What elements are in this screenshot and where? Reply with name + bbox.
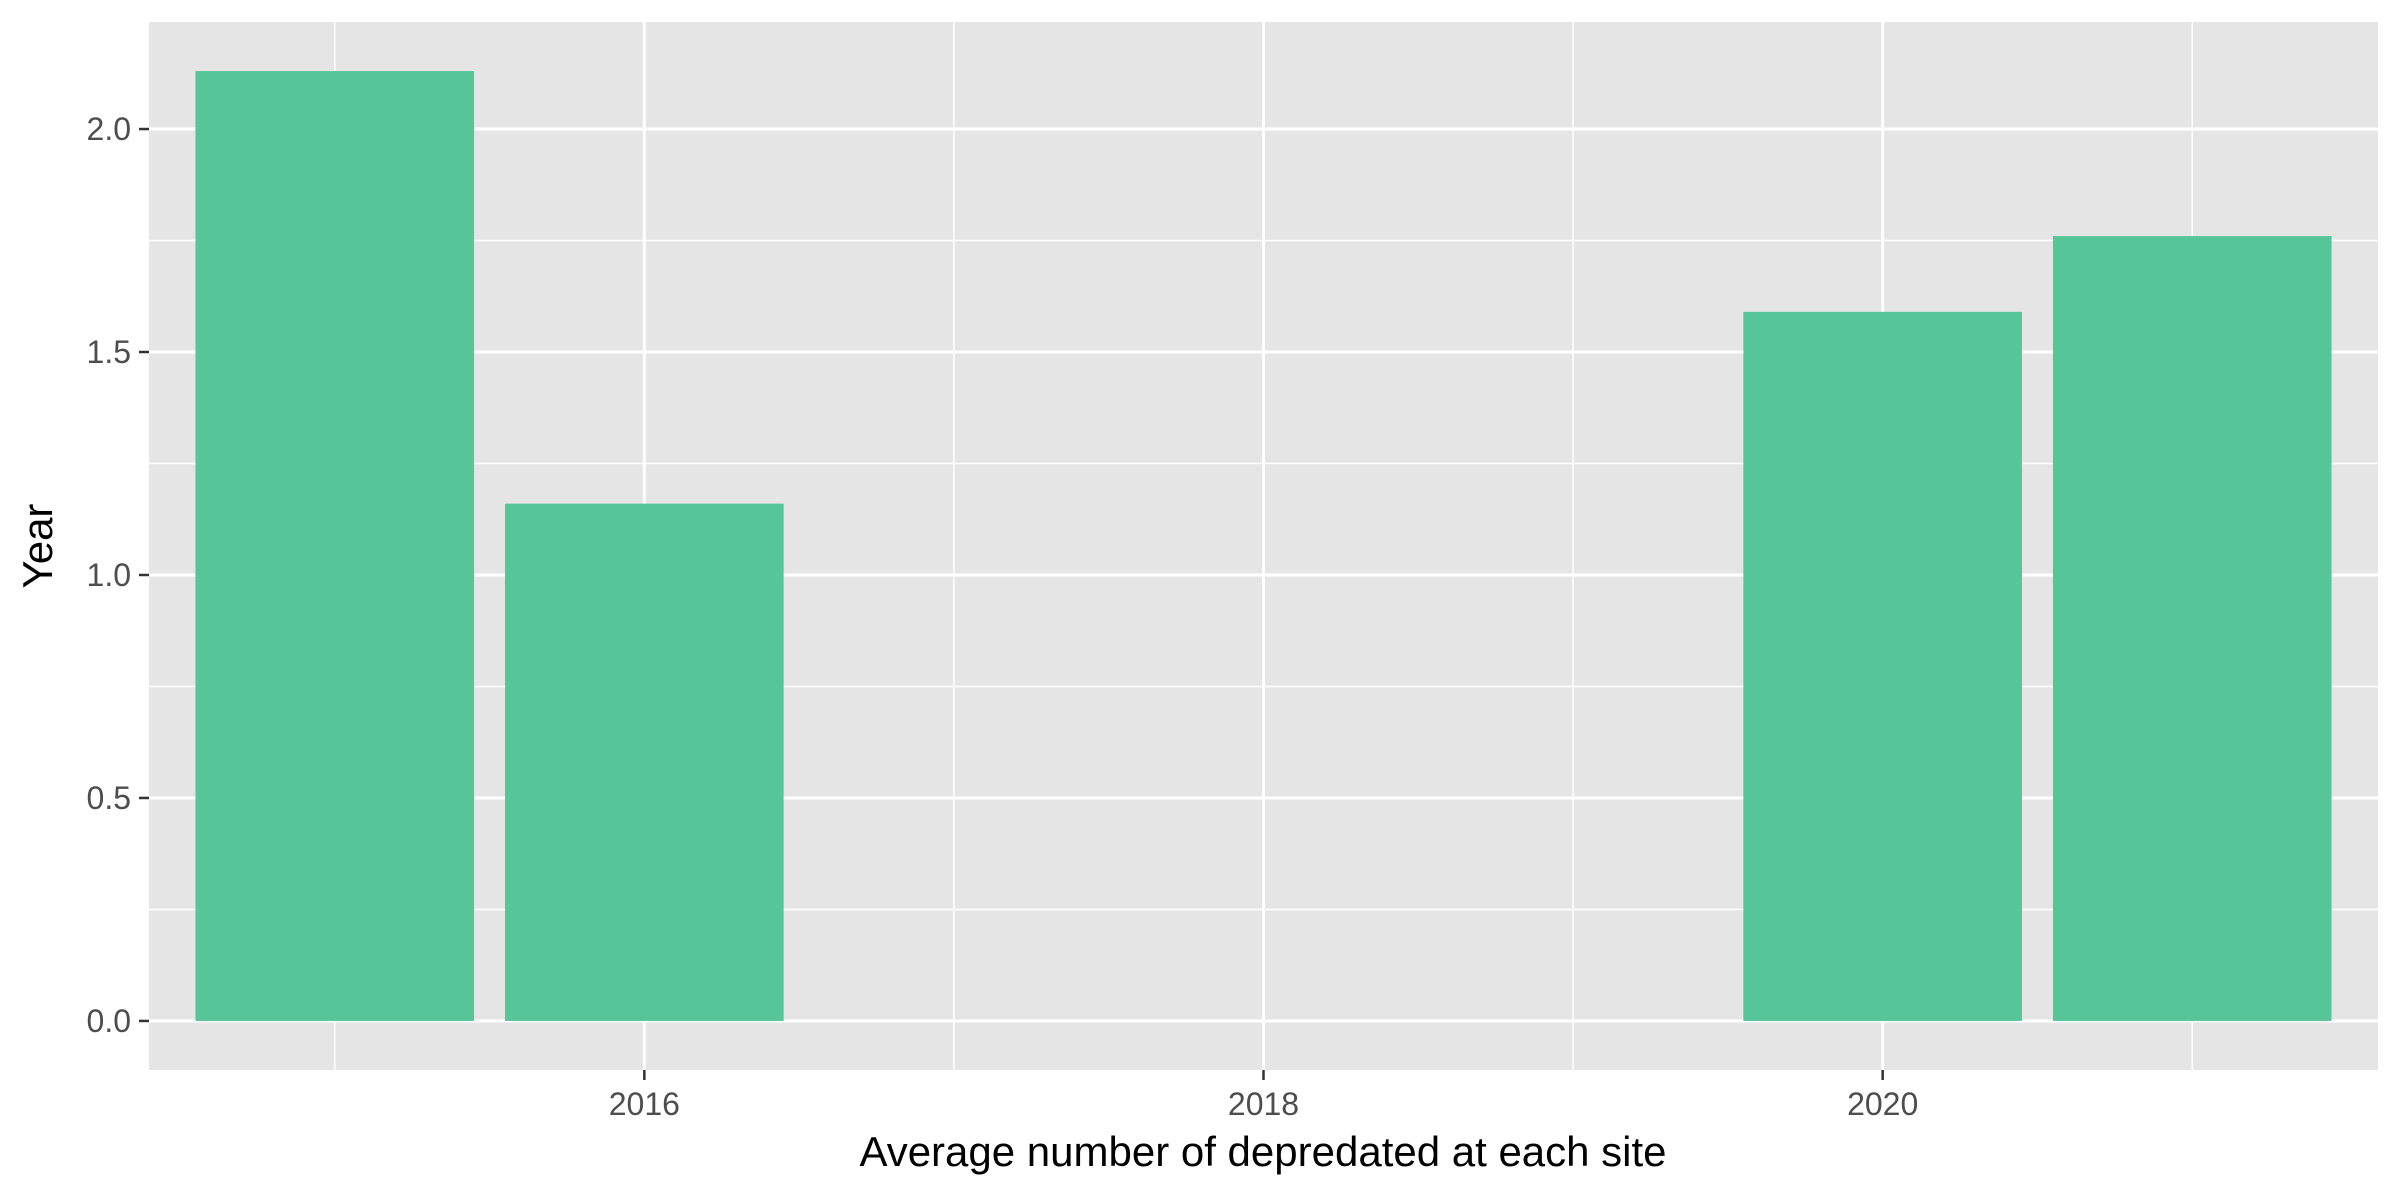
y-tick-label: 1.0: [87, 557, 131, 593]
y-tick-label: 0.5: [87, 780, 131, 816]
bars: [195, 71, 2332, 1021]
bar-2021: [2052, 236, 2332, 1021]
x-axis-title: Average number of depredated at each sit…: [859, 1128, 1666, 1175]
y-tick-label: 0.0: [87, 1003, 131, 1039]
y-tick-label: 1.5: [87, 334, 131, 370]
x-tick-label: 2018: [1228, 1086, 1299, 1122]
y-tick-label: 2.0: [87, 111, 131, 147]
bar-2015: [195, 71, 475, 1021]
y-axis-title: Year: [14, 504, 61, 589]
axes: 2016 2018 2020 0.0 0.5 1.0 1.5 2.0: [87, 111, 1919, 1122]
x-tick-label: 2016: [609, 1086, 680, 1122]
x-tick-label: 2020: [1847, 1086, 1918, 1122]
bar-2020: [1743, 311, 2022, 1021]
bar-2016: [505, 503, 784, 1021]
